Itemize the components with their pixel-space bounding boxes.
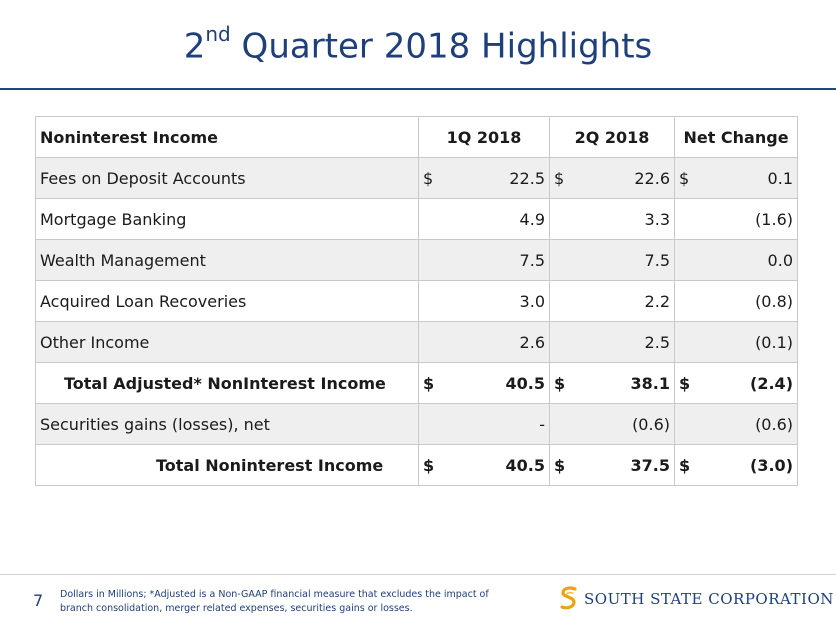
value-1q: 22.5 bbox=[509, 168, 545, 188]
value-2q: 22.6 bbox=[634, 168, 670, 188]
table-row: Wealth Management 7.5 7.5 0.0 bbox=[35, 239, 798, 281]
value-2q: 37.5 bbox=[630, 455, 670, 475]
row-label: Other Income bbox=[35, 321, 419, 363]
value-net-change: (3.0) bbox=[750, 455, 793, 475]
page-title: 2nd Quarter 2018 Highlights bbox=[183, 22, 653, 67]
value-1q: 40.5 bbox=[505, 373, 545, 393]
currency-symbol: $ bbox=[554, 168, 565, 188]
value-2q: 38.1 bbox=[630, 373, 670, 393]
company-logo: SOUTH STATE CORPORATION bbox=[560, 586, 834, 612]
value-2q: 2.2 bbox=[644, 291, 670, 311]
title-divider bbox=[0, 88, 836, 90]
value-net-change: (0.1) bbox=[755, 332, 793, 352]
footnote-line: Dollars in Millions; *Adjusted is a Non-… bbox=[60, 589, 489, 600]
value-net-change: (0.6) bbox=[755, 414, 793, 434]
row-label: Mortgage Banking bbox=[35, 198, 419, 240]
currency-symbol: $ bbox=[423, 455, 435, 475]
value-net-change: (2.4) bbox=[750, 373, 793, 393]
currency-symbol: $ bbox=[423, 168, 434, 188]
logo-text: SOUTH STATE CORPORATION bbox=[584, 590, 834, 608]
table-header-row: Noninterest Income 1Q 2018 2Q 2018 Net C… bbox=[35, 116, 798, 158]
value-2q: (0.6) bbox=[632, 414, 670, 434]
value-net-change: (1.6) bbox=[755, 209, 793, 229]
value-2q: 7.5 bbox=[644, 250, 670, 270]
currency-symbol: $ bbox=[423, 373, 435, 393]
currency-symbol: $ bbox=[679, 455, 691, 475]
footnote-line: branch consolidation, merger related exp… bbox=[60, 603, 413, 614]
page-number: 7 bbox=[33, 591, 44, 610]
header-2q-2018: 2Q 2018 bbox=[549, 116, 675, 158]
header-net-change: Net Change bbox=[674, 116, 798, 158]
table-row: Securities gains (losses), net - (0.6) (… bbox=[35, 403, 798, 445]
row-label: Securities gains (losses), net bbox=[35, 403, 419, 445]
header-label: Noninterest Income bbox=[35, 116, 419, 158]
currency-symbol: $ bbox=[679, 168, 690, 188]
row-label: Acquired Loan Recoveries bbox=[35, 280, 419, 322]
value-2q: 3.3 bbox=[644, 209, 670, 229]
table-row: Mortgage Banking 4.9 3.3 (1.6) bbox=[35, 198, 798, 240]
row-label: Total Noninterest Income bbox=[35, 444, 419, 486]
footer-divider bbox=[0, 574, 836, 575]
value-net-change: (0.8) bbox=[755, 291, 793, 311]
noninterest-income-table: Noninterest Income 1Q 2018 2Q 2018 Net C… bbox=[35, 116, 798, 486]
value-net-change: 0.1 bbox=[767, 168, 793, 188]
total-row: Total Noninterest Income $40.5 $37.5 $ (3… bbox=[35, 444, 798, 486]
value-2q: 2.5 bbox=[644, 332, 670, 352]
row-label: Total Adjusted* NonInterest Income bbox=[35, 362, 419, 404]
header-1q-2018: 1Q 2018 bbox=[418, 116, 550, 158]
value-1q: 3.0 bbox=[519, 291, 545, 311]
table-row: Fees on Deposit Accounts $22.5 $22.6 $0.… bbox=[35, 157, 798, 199]
table-row: Other Income 2.6 2.5 (0.1) bbox=[35, 321, 798, 363]
row-label: Wealth Management bbox=[35, 239, 419, 281]
value-net-change: 0.0 bbox=[767, 250, 793, 270]
value-1q: - bbox=[539, 414, 545, 434]
value-1q: 4.9 bbox=[519, 209, 545, 229]
value-1q: 7.5 bbox=[519, 250, 545, 270]
south-state-s-logo-icon bbox=[560, 586, 577, 610]
value-1q: 40.5 bbox=[505, 455, 545, 475]
value-1q: 2.6 bbox=[519, 332, 545, 352]
footnote: Dollars in Millions; *Adjusted is a Non-… bbox=[60, 588, 530, 616]
row-label: Fees on Deposit Accounts bbox=[35, 157, 419, 199]
currency-symbol: $ bbox=[554, 455, 566, 475]
subtotal-row: Total Adjusted* NonInterest Income $40.5… bbox=[35, 362, 798, 404]
table-row: Acquired Loan Recoveries 3.0 2.2 (0.8) bbox=[35, 280, 798, 322]
currency-symbol: $ bbox=[554, 373, 566, 393]
currency-symbol: $ bbox=[679, 373, 691, 393]
